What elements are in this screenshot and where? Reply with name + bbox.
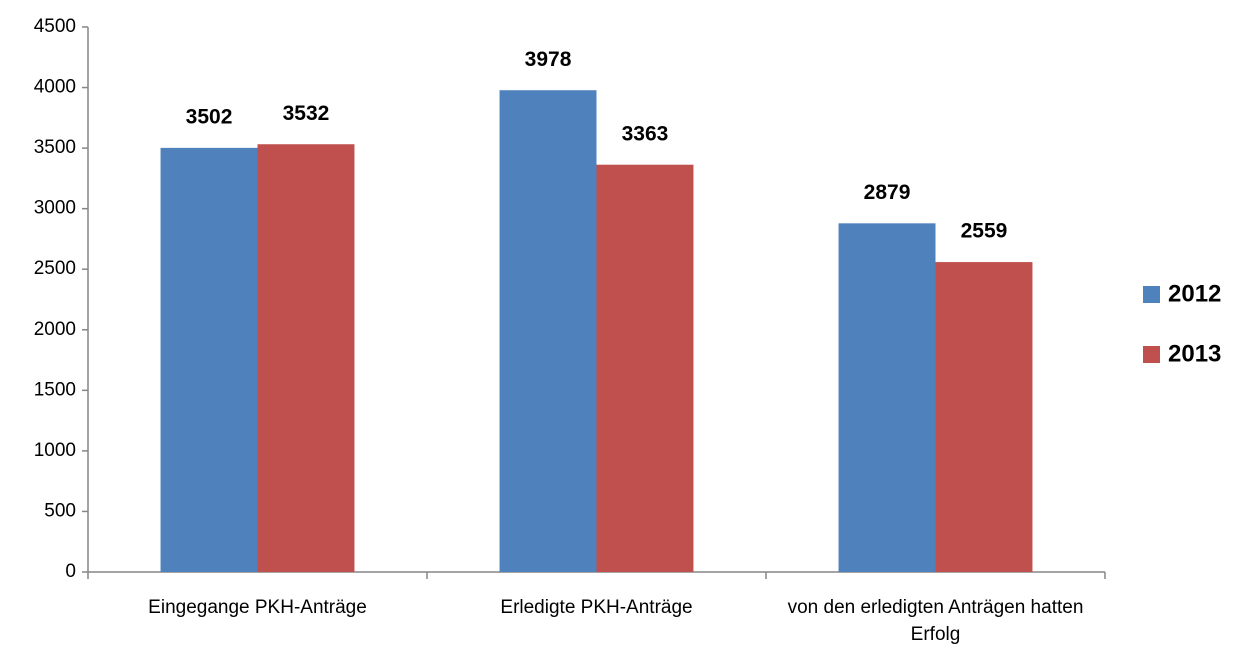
x-tick-label: Erledigte PKH-Anträge — [500, 597, 693, 618]
data-label: 3502 — [186, 105, 233, 128]
y-tick-label: 2000 — [34, 319, 76, 340]
data-label: 2879 — [864, 181, 911, 204]
legend-swatch — [1143, 346, 1160, 363]
bar — [499, 90, 597, 572]
y-tick-label: 1500 — [34, 379, 76, 400]
bar — [596, 164, 694, 572]
y-tick-label: 3000 — [34, 198, 76, 219]
x-tick-label: Eingegange PKH-Anträge — [148, 597, 367, 618]
bar — [257, 144, 355, 573]
y-tick-label: 4000 — [34, 77, 76, 98]
bar — [935, 262, 1033, 572]
data-label: 3532 — [283, 102, 330, 125]
y-tick-label: 3500 — [34, 137, 76, 158]
legend-swatch — [1143, 286, 1160, 303]
x-tick-label: von den erledigten Anträgen hatten Erfol… — [787, 597, 1084, 645]
legend-label: 2013 — [1168, 340, 1221, 367]
legend-label: 2012 — [1168, 280, 1221, 307]
data-label: 3363 — [622, 122, 669, 145]
y-tick-label: 0 — [65, 561, 76, 582]
y-tick-label: 500 — [44, 500, 76, 521]
bar — [838, 223, 936, 572]
data-label: 3978 — [525, 48, 572, 71]
data-label: 2559 — [961, 220, 1008, 243]
y-tick-label: 2500 — [34, 258, 76, 279]
y-tick-label: 4500 — [34, 16, 76, 37]
y-tick-label: 1000 — [34, 440, 76, 461]
bar — [160, 147, 258, 572]
